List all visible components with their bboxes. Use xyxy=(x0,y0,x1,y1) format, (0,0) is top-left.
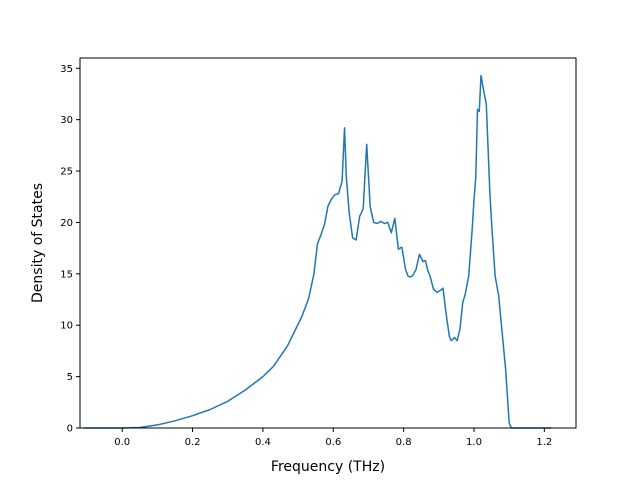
x-tick-label: 0.2 xyxy=(185,437,201,448)
x-axis-label: Frequency (THz) xyxy=(271,459,385,475)
series-line-0 xyxy=(83,74,552,429)
y-tick-label: 30 xyxy=(60,115,73,126)
y-tick-label: 10 xyxy=(60,321,73,332)
x-tick-label: 0.8 xyxy=(396,437,412,448)
y-tick-label: 0 xyxy=(67,424,73,435)
x-tick-label: 1.2 xyxy=(536,437,552,448)
x-tick-label: 0.4 xyxy=(255,437,271,448)
y-tick-label: 35 xyxy=(60,64,73,75)
y-tick-label: 20 xyxy=(60,218,73,229)
x-tick-label: 0.0 xyxy=(114,437,130,448)
x-axis-ticks: 0.0 0.2 0.4 0.6 0.8 1.0 1.2 xyxy=(114,428,552,448)
plot-frame xyxy=(79,57,577,429)
y-tick-label: 25 xyxy=(60,167,73,178)
y-axis-label: Density of States xyxy=(30,183,46,303)
plot-background xyxy=(80,58,576,428)
x-tick-label: 1.0 xyxy=(466,437,482,448)
y-tick-label: 15 xyxy=(60,269,73,280)
series-line-layer xyxy=(83,74,552,429)
y-tick-label: 5 xyxy=(67,372,73,383)
x-tick-label: 0.6 xyxy=(325,437,341,448)
y-axis-ticks: 0 5 10 15 20 25 30 35 xyxy=(60,64,80,435)
